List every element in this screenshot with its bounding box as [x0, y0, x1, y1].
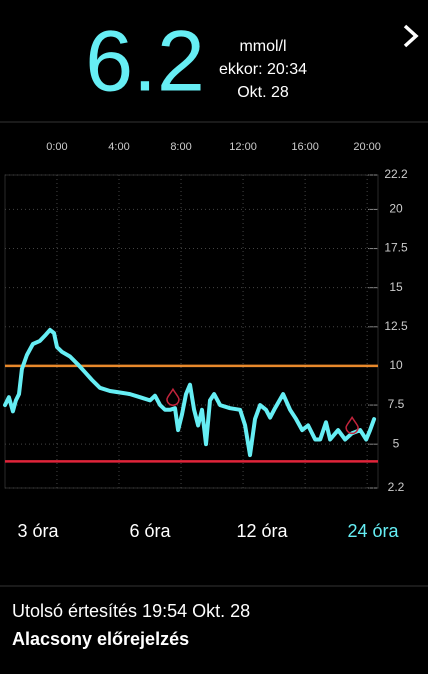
- glucose-value: 6.2: [85, 14, 205, 110]
- x-tick-label: 20:00: [353, 141, 381, 153]
- y-tick-label: 5: [393, 436, 400, 450]
- y-tick-label: 7.5: [388, 397, 405, 411]
- y-tick-label: 12.5: [384, 319, 408, 333]
- x-tick-label: 16:00: [291, 141, 319, 153]
- chevron-button[interactable]: [403, 24, 419, 48]
- y-tick-label: 2.2: [388, 480, 405, 494]
- notification-title: Alacsony előrejelzés: [12, 629, 189, 649]
- reading-date: Okt. 28: [237, 84, 289, 101]
- x-tick-label: 12:00: [229, 141, 257, 153]
- unit: mmol/l: [239, 38, 286, 55]
- y-tick-label: 22.2: [384, 167, 408, 181]
- notification-text: Utolsó értesítés 19:54 Okt. 28: [12, 601, 250, 621]
- range-button[interactable]: 12 óra: [236, 521, 288, 541]
- reading-time: ekkor: 20:34: [219, 61, 307, 78]
- glucose-line: [3, 327, 377, 458]
- blood-drop-marker: [166, 387, 180, 406]
- blood-drop-marker: [345, 415, 359, 435]
- range-button[interactable]: 24 óra: [347, 521, 399, 541]
- y-tick-label: 17.5: [384, 241, 408, 255]
- x-tick-label: 4:00: [108, 141, 129, 153]
- x-tick-label: 8:00: [170, 141, 191, 153]
- y-tick-label: 15: [389, 280, 403, 294]
- x-tick-label: 0:00: [46, 141, 67, 153]
- y-tick-label: 20: [389, 202, 403, 216]
- y-tick-label: 10: [389, 358, 403, 372]
- range-button[interactable]: 3 óra: [17, 521, 59, 541]
- range-button[interactable]: 6 óra: [129, 521, 171, 541]
- plot-frame: [4, 174, 379, 489]
